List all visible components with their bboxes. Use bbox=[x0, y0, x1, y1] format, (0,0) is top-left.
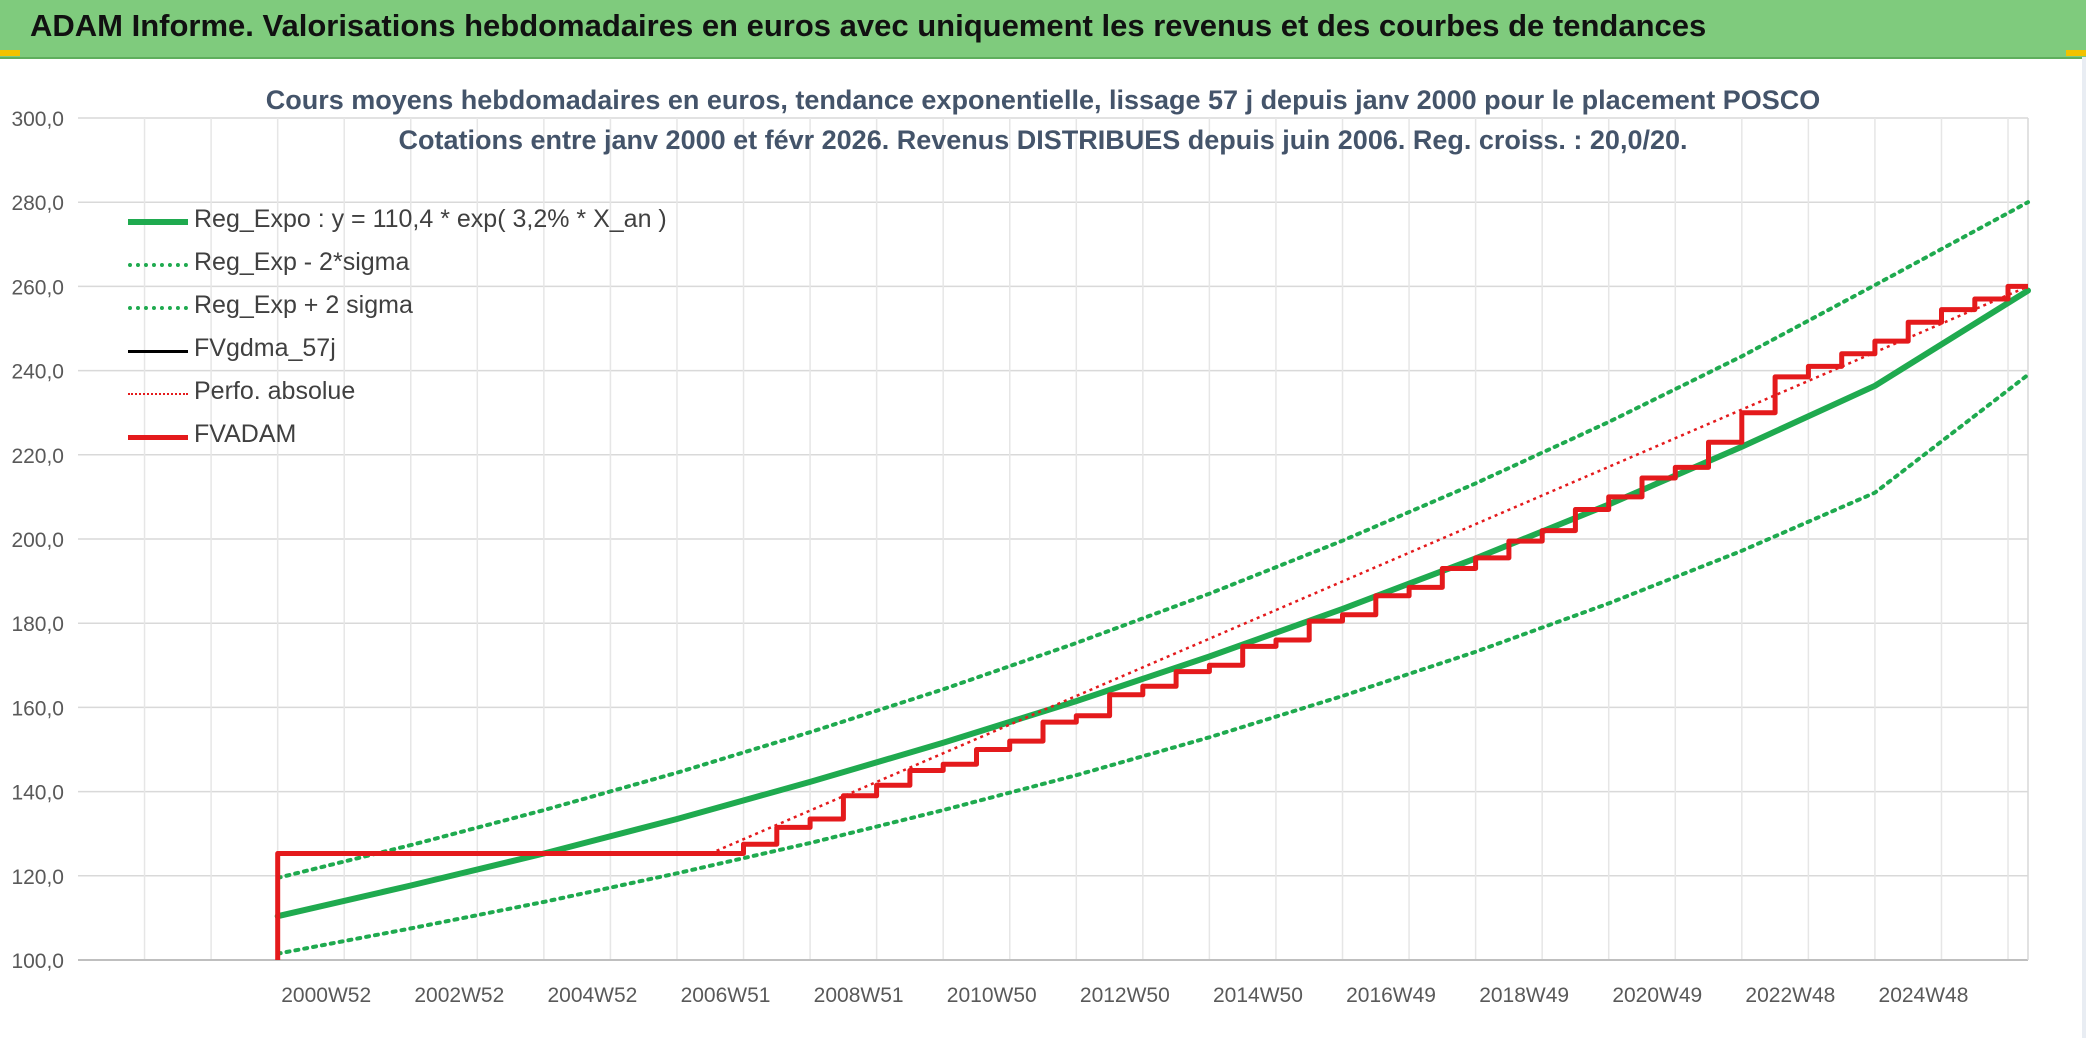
series-line-0 bbox=[274, 287, 2031, 920]
corner-mark-left bbox=[0, 50, 20, 56]
right-edge bbox=[2082, 57, 2086, 1038]
x-tick-label: 2014W50 bbox=[1213, 984, 1303, 1007]
legend-swatch bbox=[128, 392, 188, 395]
legend-swatch bbox=[128, 306, 188, 310]
legend-swatch bbox=[128, 349, 188, 353]
legend-swatch bbox=[128, 434, 188, 440]
chart-subtitle: Cotations entre janv 2000 et févr 2026. … bbox=[398, 125, 1688, 155]
corner-mark-right bbox=[2066, 50, 2086, 56]
series-line-5 bbox=[275, 283, 2028, 960]
series-layer bbox=[274, 200, 2031, 960]
y-tick-label: 280,0 bbox=[11, 192, 64, 215]
series-line-1 bbox=[275, 372, 2030, 956]
tick-layer: 100,0 120,0 140,0 160,0 180,0 200,0 220,0 240,0… bbox=[11, 108, 1968, 1007]
x-tick-label: 2010W50 bbox=[947, 984, 1037, 1007]
x-tick-label: 2012W50 bbox=[1080, 984, 1170, 1007]
legend-swatch bbox=[128, 263, 188, 267]
x-tick-label: 2016W49 bbox=[1346, 984, 1436, 1007]
x-tick-label: 2002W52 bbox=[414, 984, 504, 1007]
legend-label: Perfo. absolue bbox=[194, 377, 356, 405]
legend-swatch bbox=[128, 219, 188, 225]
legend-label: FVgdma_57j bbox=[194, 334, 336, 362]
x-tick-label: 2020W49 bbox=[1612, 984, 1702, 1007]
legend-label: Reg_Exp - 2*sigma bbox=[194, 248, 410, 276]
y-tick-label: 140,0 bbox=[11, 782, 64, 805]
banner: ADAM Informe. Valorisations hebdomadaire… bbox=[0, 0, 2086, 59]
y-tick-label: 300,0 bbox=[11, 108, 64, 131]
legend-label: Reg_Expo : y = 110,4 * exp( 3,2% * X_an … bbox=[194, 205, 667, 233]
y-tick-label: 160,0 bbox=[11, 697, 64, 720]
banner-title: ADAM Informe. Valorisations hebdomadaire… bbox=[30, 8, 1707, 43]
y-tick-label: 200,0 bbox=[11, 529, 64, 552]
x-tick-label: 2000W52 bbox=[281, 984, 371, 1007]
series-line-2 bbox=[275, 200, 2030, 880]
y-tick-label: 220,0 bbox=[11, 445, 64, 468]
y-tick-label: 120,0 bbox=[11, 866, 64, 889]
x-tick-label: 2004W52 bbox=[547, 984, 637, 1007]
y-tick-label: 240,0 bbox=[11, 361, 64, 384]
x-tick-label: 2024W48 bbox=[1879, 984, 1969, 1007]
y-tick-label: 180,0 bbox=[11, 613, 64, 636]
x-tick-label: 2006W51 bbox=[681, 984, 771, 1007]
legend-label: Reg_Exp + 2 sigma bbox=[194, 291, 413, 319]
x-tick-label: 2022W48 bbox=[1745, 984, 1835, 1007]
y-tick-label: 260,0 bbox=[11, 276, 64, 299]
x-tick-label: 2008W51 bbox=[814, 984, 904, 1007]
chart-title: Cours moyens hebdomadaires en euros, ten… bbox=[265, 85, 1821, 115]
grid-layer bbox=[78, 117, 2029, 961]
y-tick-label: 100,0 bbox=[11, 950, 64, 973]
legend-label: FVADAM bbox=[194, 420, 297, 448]
x-tick-label: 2018W49 bbox=[1479, 984, 1569, 1007]
